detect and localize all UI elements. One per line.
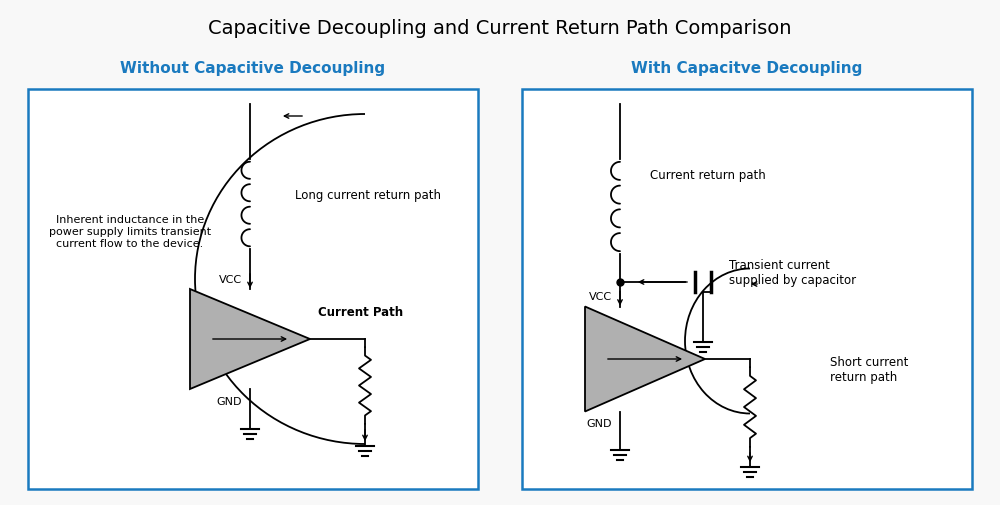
Text: Short current
return path: Short current return path xyxy=(830,356,908,383)
Text: Capacitive Decoupling and Current Return Path Comparison: Capacitive Decoupling and Current Return… xyxy=(208,19,792,37)
Text: Long current return path: Long current return path xyxy=(295,188,441,201)
Text: VCC: VCC xyxy=(589,292,612,302)
Text: Inherent inductance in the
power supply limits transient
current flow to the dev: Inherent inductance in the power supply … xyxy=(49,215,211,248)
Polygon shape xyxy=(585,307,705,412)
Text: Current return path: Current return path xyxy=(650,168,766,181)
FancyBboxPatch shape xyxy=(28,90,478,489)
FancyBboxPatch shape xyxy=(522,90,972,489)
Text: VCC: VCC xyxy=(219,274,242,284)
Text: Transient current
supplied by capacitor: Transient current supplied by capacitor xyxy=(729,259,856,286)
Text: GND: GND xyxy=(216,396,242,406)
Text: Current Path: Current Path xyxy=(318,305,403,318)
Polygon shape xyxy=(190,289,310,389)
Text: GND: GND xyxy=(586,419,612,429)
Text: With Capacitve Decoupling: With Capacitve Decoupling xyxy=(631,61,863,75)
Text: Without Capacitive Decoupling: Without Capacitive Decoupling xyxy=(120,61,386,75)
